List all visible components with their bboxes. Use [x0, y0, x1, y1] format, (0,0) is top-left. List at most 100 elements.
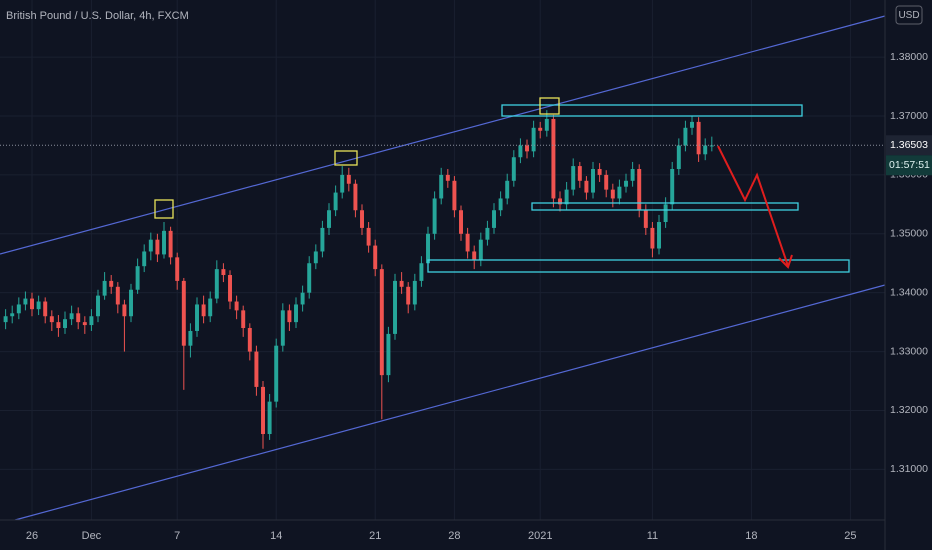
candle-body [115, 286, 120, 305]
channel-lower [14, 284, 886, 521]
candle-body [30, 298, 34, 310]
candle-body [544, 118, 549, 131]
candle-body [135, 266, 140, 290]
candle-body [313, 251, 318, 264]
candle-body [472, 251, 477, 261]
candle-body [261, 386, 265, 435]
candle-body [617, 186, 622, 199]
arrow-head [778, 254, 793, 269]
x-tick-label: 25 [844, 530, 856, 542]
candle-body [366, 227, 371, 246]
candle-body [525, 145, 529, 152]
candle-body [122, 304, 127, 317]
y-tick-label: 1.34000 [890, 286, 928, 298]
candle-body [610, 189, 615, 199]
candle-body [379, 269, 384, 376]
candle-body [168, 230, 173, 258]
candle-body [399, 280, 404, 287]
candle-body [69, 313, 74, 320]
candle-body [406, 286, 411, 305]
touch-marker [539, 97, 560, 115]
candle-body [683, 127, 688, 146]
candle-body [181, 280, 186, 346]
support-zone [531, 202, 799, 211]
candle-body [439, 174, 444, 199]
candle-body [247, 328, 252, 352]
candle-body [340, 174, 345, 193]
touch-marker [334, 150, 358, 166]
candle-body [287, 310, 292, 323]
candle-body [650, 227, 655, 249]
candle-body [3, 316, 8, 323]
x-tick-label: 2021 [528, 530, 552, 542]
candle-body [577, 166, 582, 181]
chart-title: British Pound / U.S. Dollar, 4h, FXCM [6, 10, 189, 22]
candle-body [709, 145, 714, 147]
candle-body [82, 322, 87, 326]
candle-body [670, 169, 675, 205]
candle-body [452, 180, 457, 211]
x-tick-label: 28 [448, 530, 460, 542]
candle-body [624, 180, 628, 187]
candle-body [241, 310, 246, 329]
candle-body [637, 169, 642, 211]
x-tick-label: 21 [369, 530, 381, 542]
last-price-label: 1.36503 [890, 139, 928, 151]
candle-body [214, 269, 219, 299]
candle-body [175, 257, 180, 281]
candle-body [129, 289, 133, 317]
countdown: 01:57:51 [889, 159, 930, 171]
candle-body [63, 319, 67, 329]
candle-body [558, 198, 562, 205]
candle-body [280, 310, 285, 346]
currency: USD [898, 10, 919, 21]
projection-arrow [717, 145, 789, 267]
candle-body [16, 304, 21, 314]
candle-body [584, 180, 589, 193]
candle-body [663, 204, 668, 223]
candle-body [591, 169, 595, 193]
candle-body [56, 322, 61, 329]
candle-body [426, 233, 430, 264]
channel-upper [0, 15, 886, 255]
candle-body [531, 127, 536, 152]
candle-body [538, 127, 543, 131]
candle-body [23, 298, 28, 305]
y-tick-label: 1.31000 [890, 463, 928, 475]
candle-body [102, 280, 107, 296]
candles [3, 110, 714, 449]
candle-body [274, 345, 279, 402]
candle-body [696, 121, 701, 155]
x-tick-label: Dec [82, 530, 102, 542]
resistance-zone [501, 104, 803, 117]
candle-body [346, 174, 351, 184]
candle-body [142, 251, 147, 267]
candle-body [432, 198, 437, 234]
x-tick-label: 7 [174, 530, 180, 542]
candle-body [221, 269, 226, 276]
candle-body [254, 351, 259, 387]
candle-body [307, 263, 312, 293]
candle-body [36, 301, 41, 310]
axis-labels: 1.310001.320001.330001.340001.350001.360… [0, 51, 932, 542]
candle-body [360, 210, 364, 228]
candle-body [492, 210, 496, 228]
candle-body [234, 301, 239, 311]
x-tick-label: 11 [647, 530, 658, 542]
candle-body [412, 280, 417, 305]
candle-body [333, 192, 338, 211]
candle-body [445, 174, 450, 181]
candle-body [162, 230, 166, 255]
candle-body [676, 145, 681, 170]
candle-body [320, 227, 325, 252]
x-tick-label: 18 [745, 530, 757, 542]
candle-body [505, 180, 510, 199]
candle-body [300, 292, 305, 305]
x-tick-label: 14 [270, 530, 282, 542]
y-tick-label: 1.32000 [890, 404, 928, 416]
candle-body [208, 298, 213, 317]
candle-body [109, 280, 114, 287]
last-price-box [886, 135, 932, 156]
candle-body [201, 304, 206, 317]
touch-marker [154, 199, 174, 219]
